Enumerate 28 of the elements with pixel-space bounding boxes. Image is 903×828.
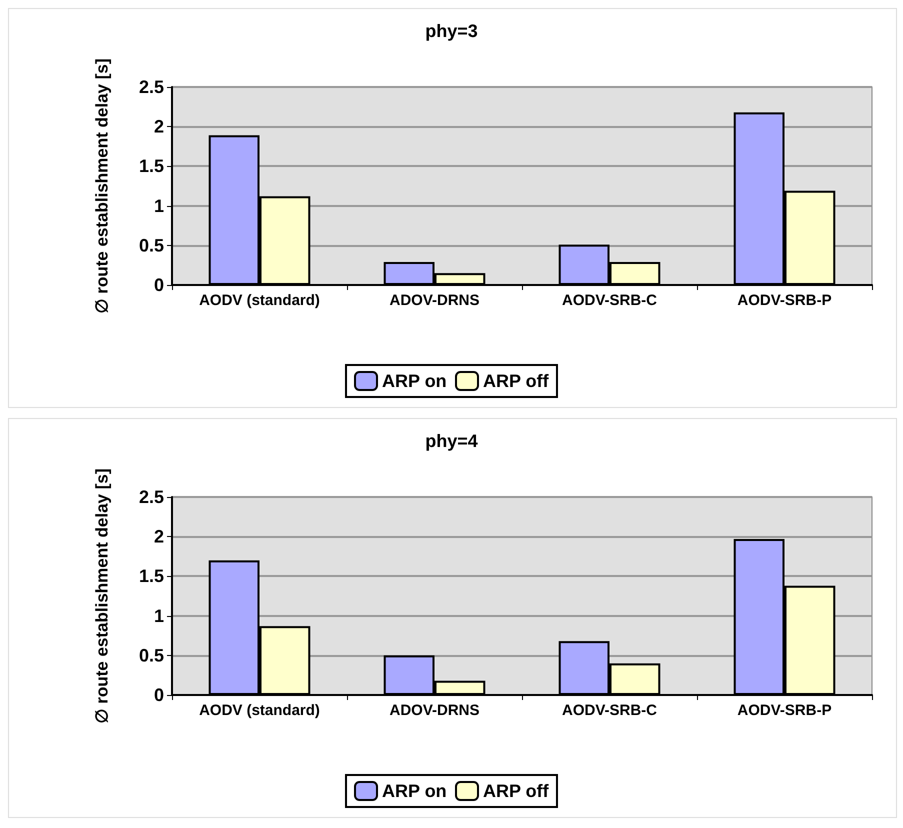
- y-tick-label: 0.5: [138, 235, 164, 256]
- y-tick-label: 0: [154, 685, 164, 705]
- y-tick-label: 2: [154, 526, 164, 547]
- y-tick-label: 2.5: [138, 77, 164, 97]
- x-tick-label: AODV (standard): [199, 702, 320, 719]
- y-tick-label: 2: [154, 116, 164, 137]
- x-tick-label: ADOV-DRNS: [389, 292, 480, 309]
- x-tick-label: AODV-SRB-C: [562, 292, 658, 309]
- y-axis-title: ∅ route establishment delay [s]: [92, 468, 112, 724]
- legend-label: ARP on: [382, 371, 447, 391]
- chart-title: phy=4: [425, 431, 478, 451]
- y-tick-label: 0.5: [138, 645, 164, 666]
- x-tick-label: AODV (standard): [199, 292, 320, 309]
- y-tick-label: 1: [154, 606, 164, 626]
- y-tick-label: 0: [154, 275, 164, 295]
- x-tick-label: AODV-SRB-C: [562, 702, 658, 719]
- legend-label: ARP on: [382, 781, 447, 801]
- y-axis-title: ∅ route establishment delay [s]: [92, 58, 112, 314]
- y-tick-label: 2.5: [138, 487, 164, 507]
- legend-label: ARP off: [483, 371, 550, 391]
- chart-title: phy=3: [425, 21, 478, 41]
- legend-label: ARP off: [483, 781, 550, 801]
- x-tick-label: ADOV-DRNS: [389, 702, 480, 719]
- x-tick-label: AODV-SRB-P: [737, 292, 832, 309]
- y-tick-label: 1.5: [138, 566, 164, 586]
- y-tick-label: 1.5: [138, 156, 164, 176]
- x-tick-label: AODV-SRB-P: [737, 702, 832, 719]
- y-tick-label: 1: [154, 196, 164, 216]
